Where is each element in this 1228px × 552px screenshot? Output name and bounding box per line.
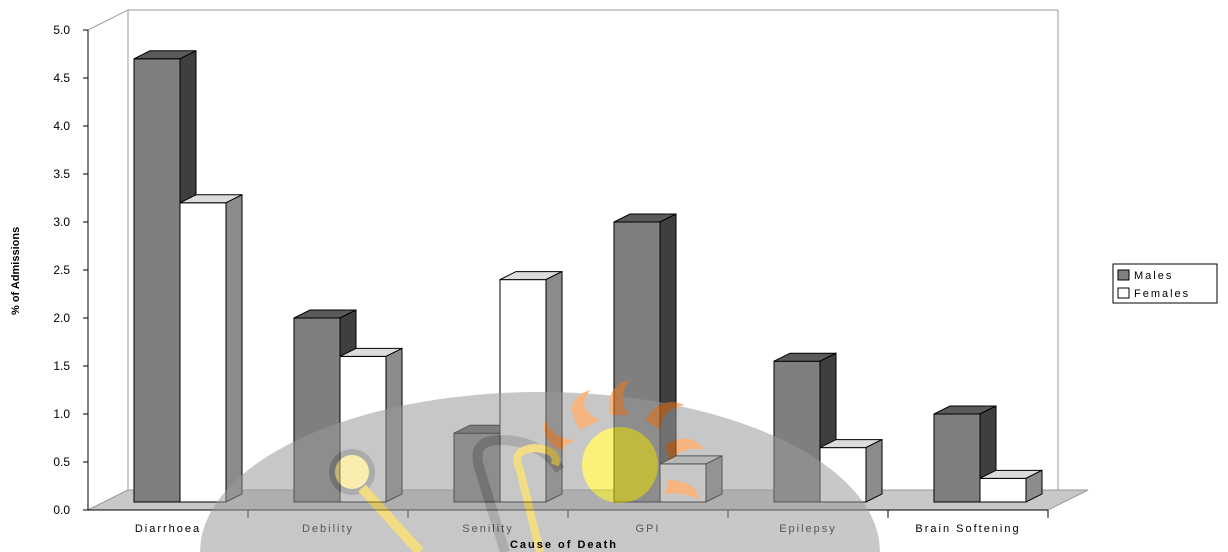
bar-front — [979, 477, 1027, 503]
bar-front — [179, 202, 227, 503]
bar-side — [1025, 469, 1043, 503]
legend-label-males: Males — [1134, 270, 1173, 282]
watermark-sun — [582, 427, 658, 503]
watermark-logo — [200, 380, 880, 552]
y-tick-label: 3.0 — [53, 215, 70, 229]
bar-females-5 — [979, 469, 1043, 503]
side-wall — [87, 9, 129, 511]
legend-swatch-males — [1117, 269, 1130, 281]
y-tick-label: 3.5 — [53, 167, 70, 181]
legend-swatch-females — [1117, 287, 1130, 299]
watermark-bulb — [329, 449, 375, 495]
bar-front — [933, 413, 981, 503]
legend: Males Females — [1112, 263, 1218, 304]
y-tick-label: 1.0 — [53, 407, 70, 421]
y-tick-label: 2.5 — [53, 263, 70, 277]
bar-side — [865, 438, 883, 503]
y-tick-label: 2.0 — [53, 311, 70, 325]
y-tick-label: 4.0 — [53, 119, 70, 133]
y-tick-label: 0.5 — [53, 455, 70, 469]
legend-label-females: Females — [1134, 288, 1190, 300]
y-ticks: 0.0 0.5 1.0 1.5 2.0 2.5 3.0 3.5 4.0 4.5 5.0 — [53, 23, 88, 517]
y-tick-label: 4.5 — [53, 71, 70, 85]
watermark-dome — [200, 392, 880, 552]
x-category-label: Diarrhoea — [135, 523, 201, 535]
y-axis-title: % of Admissions — [10, 227, 22, 315]
bar-females-0 — [179, 193, 243, 503]
watermark-sun-rays — [544, 380, 705, 500]
bar-front — [133, 58, 181, 503]
legend-box — [1112, 263, 1218, 304]
y-tick-label: 1.5 — [53, 359, 70, 373]
y-tick-label: 5.0 — [53, 23, 70, 37]
x-category-label: Brain Softening — [915, 523, 1020, 535]
x-axis-title: Cause of Death — [510, 539, 618, 551]
bar-side — [225, 193, 243, 503]
y-tick-label: 0.0 — [53, 503, 70, 517]
